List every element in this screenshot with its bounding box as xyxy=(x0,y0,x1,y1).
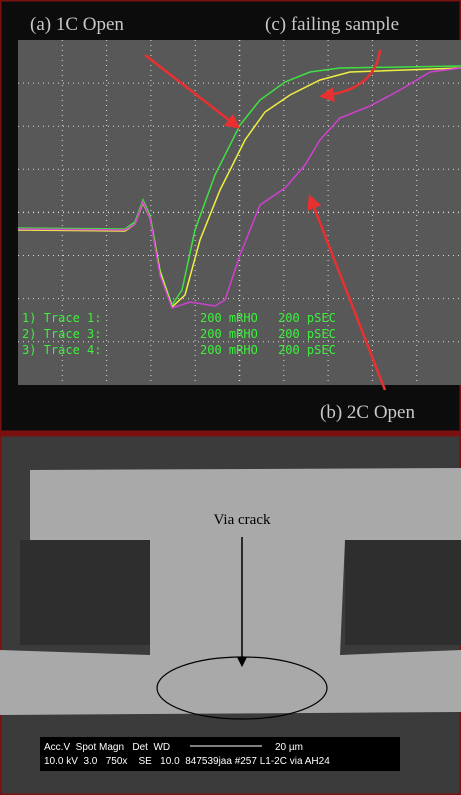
legend-scale: 200 mRHO xyxy=(200,343,258,357)
legend-trace: 1) Trace 1: xyxy=(22,311,101,325)
legend-time: 200 pSEC xyxy=(278,327,336,341)
label-a: (a) 1C Open xyxy=(30,14,124,35)
dielectric-left xyxy=(20,540,150,645)
legend-trace: 2) Trace 3: xyxy=(22,327,101,341)
legend-scale: 200 mRHO xyxy=(200,311,258,325)
dielectric-right xyxy=(345,540,461,645)
label-c: (c) failing sample xyxy=(265,14,399,35)
label-b: (b) 2C Open xyxy=(320,402,415,423)
legend-scale: 200 mRHO xyxy=(200,327,258,341)
legend-trace: 3) Trace 4: xyxy=(22,343,101,357)
info-header: Acc.V Spot Magn Det WD xyxy=(44,742,170,753)
scale-bar-label: 20 µm xyxy=(275,742,303,753)
annotation: Via crack xyxy=(214,512,271,528)
legend-time: 200 pSEC xyxy=(278,311,336,325)
figure: (a) 1C Open (c) failing sample (b) 2C Op… xyxy=(0,0,461,795)
info-values: 10.0 kV 3.0 750x SE 10.0 847539jaa #257 … xyxy=(44,756,330,767)
legend-time: 200 pSEC xyxy=(278,343,336,357)
